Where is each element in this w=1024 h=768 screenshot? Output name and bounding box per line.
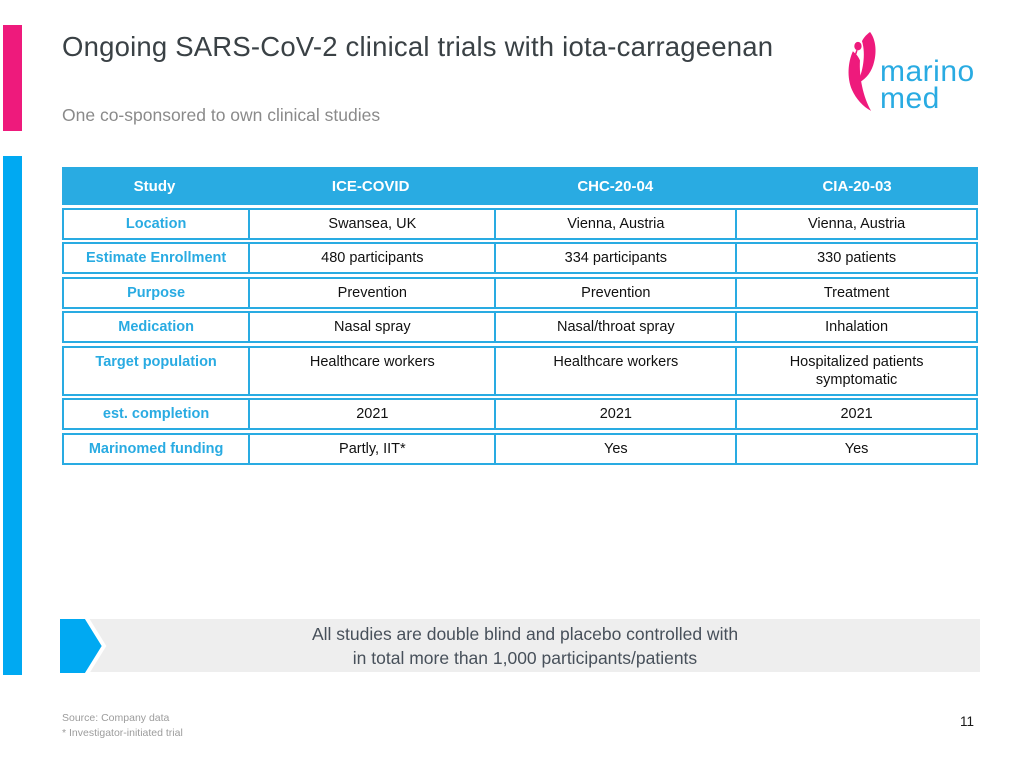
logo-wordmark-line1: marino [880, 55, 975, 88]
row-label: est. completion [102, 406, 210, 422]
table-row-location: Location Swansea, UK Vienna, Austria Vie… [62, 207, 978, 240]
cell-value: Prevention [494, 278, 735, 307]
source-note: Source: Company data [62, 712, 170, 724]
row-label: Estimate Enrollment [86, 250, 227, 266]
table-row-medication: Medication Nasal spray Nasal/throat spra… [62, 311, 978, 343]
cell-value: Yes [494, 434, 735, 463]
row-label: Location [125, 215, 187, 232]
arrow-right-icon [56, 615, 107, 677]
footer-notes: Source: Company data * Investigator-init… [62, 711, 462, 740]
column-header-trial-3: CIA-20-03 [822, 177, 892, 195]
footnote: * Investigator-initiated trial [62, 726, 183, 739]
cell-value: Yes [735, 434, 976, 463]
column-header-study: Study [133, 177, 176, 195]
cell-value: Nasal spray [248, 313, 494, 341]
table-row-marinomed-funding: Marinomed funding Partly, IIT* Yes Yes [62, 432, 978, 465]
page-number: 11 [959, 714, 974, 729]
logo-swirl-icon [848, 32, 876, 111]
table-row-purpose: Purpose Prevention Prevention Treatment [62, 276, 978, 309]
table-header-row: Study ICE-COVID CHC-20-04 CIA-20-03 [62, 167, 978, 205]
cell-value: Vienna, Austria [735, 209, 976, 238]
cell-value: 2021 [494, 400, 735, 428]
summary-banner: All studies are double blind and placebo… [70, 619, 980, 672]
logo-wordmark: marino med [880, 55, 975, 118]
cell-value: 480 participants [248, 244, 494, 272]
clinical-trials-table: Study ICE-COVID CHC-20-04 CIA-20-03 Loca… [62, 167, 978, 465]
cell-value: Prevention [248, 278, 494, 307]
cell-value: 334 participants [494, 244, 735, 272]
table-row-target-population: Target population Healthcare workers Hea… [62, 345, 978, 396]
cell-value: Healthcare workers [494, 347, 735, 394]
cell-value: Partly, IIT* [248, 434, 494, 463]
accent-bar-cyan [3, 156, 22, 675]
cell-value: Inhalation [735, 313, 976, 341]
row-label: Medication [118, 319, 194, 335]
row-label: Marinomed funding [88, 440, 224, 457]
cell-value: 2021 [735, 400, 976, 428]
cell-value: Swansea, UK [248, 209, 494, 238]
slide-title: Ongoing SARS-CoV-2 clinical trials with … [62, 31, 774, 62]
table-row-est-completion: est. completion 2021 2021 2021 [62, 398, 978, 430]
cell-value: Hospitalized patients symptomatic [735, 347, 976, 394]
cell-value: Nasal/throat spray [494, 313, 735, 341]
cell-value: Treatment [735, 278, 976, 307]
marinomed-logo: marino med [845, 32, 975, 118]
table-row-enrollment: Estimate Enrollment 480 participants 334… [62, 242, 978, 274]
banner-text-line1: All studies are double blind and placebo… [311, 623, 739, 644]
slide-subtitle: One co-sponsored to own clinical studies [62, 105, 381, 125]
column-header-trial-1: ICE-COVID [331, 177, 410, 195]
accent-bar-pink [3, 25, 22, 131]
cell-value: Healthcare workers [248, 347, 494, 394]
column-header-trial-2: CHC-20-04 [577, 177, 654, 195]
cell-value: 2021 [248, 400, 494, 428]
cell-value: 330 patients [735, 244, 976, 272]
logo-wordmark-line2: med [880, 82, 940, 115]
cell-value: Vienna, Austria [494, 209, 735, 238]
row-label: Target population [95, 353, 217, 370]
banner-text-line2: in total more than 1,000 participants/pa… [352, 647, 698, 668]
row-label: Purpose [127, 284, 186, 301]
